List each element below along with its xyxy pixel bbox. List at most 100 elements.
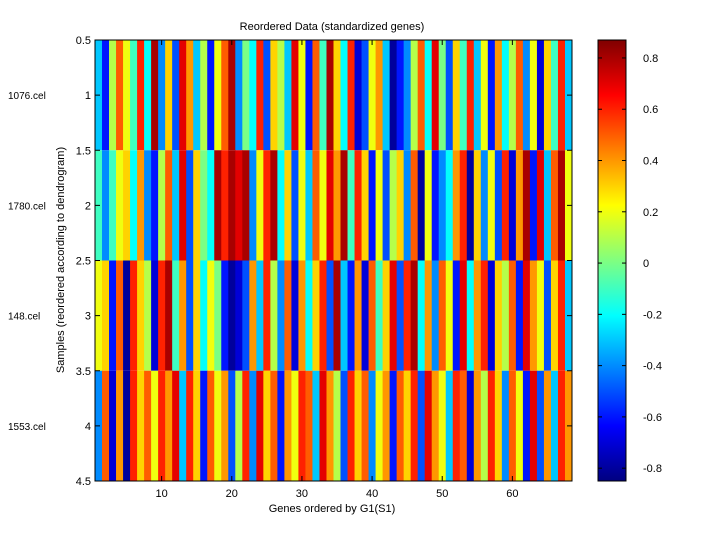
heatmap-cell [424, 370, 433, 481]
heatmap-cell [249, 40, 257, 151]
heatmap-cell [466, 370, 475, 481]
colorbar-tick-label: -0.2 [643, 309, 662, 321]
heatmap-cell [347, 370, 355, 481]
y-tick-label: 3 [85, 311, 91, 323]
row-label: 1553.cel [8, 422, 46, 433]
heatmap-cell [151, 370, 159, 481]
heatmap-cell [179, 150, 187, 261]
heatmap-cell [459, 370, 468, 481]
x-tick-label: 40 [366, 488, 378, 500]
heatmap-cell [333, 370, 341, 481]
heatmap-cell [130, 150, 138, 261]
heatmap-cell [137, 370, 145, 481]
heatmap-cell [459, 40, 468, 151]
heatmap-cell [410, 370, 419, 481]
heatmap-cell [277, 370, 285, 481]
heatmap-cell [438, 150, 447, 261]
y-tick-label: 3.5 [76, 366, 91, 378]
heatmap-cell [382, 150, 391, 261]
heatmap-cell [193, 150, 201, 261]
heatmap-cell [123, 150, 131, 261]
heatmap-cell [151, 40, 159, 151]
heatmap-cell [354, 370, 362, 481]
heatmap-cell [319, 260, 327, 371]
heatmap-cell [466, 260, 475, 371]
heatmap-cell [116, 260, 124, 371]
colorbar-tick-label: -0.4 [643, 361, 662, 373]
heatmap-cell [424, 40, 433, 151]
row-label: 1780.cel [8, 201, 46, 212]
y-tick-label: 1 [85, 90, 91, 102]
heatmap-cell [291, 260, 299, 371]
heatmap-cell [529, 40, 538, 151]
heatmap-cell [487, 260, 496, 371]
heatmap-cell [459, 150, 468, 261]
heatmap-cell [270, 40, 278, 151]
heatmap-cell [361, 260, 369, 371]
heatmap-cell [508, 260, 517, 371]
axes: 10 20 30 40 50 60 0.5 1 1.5 2 2.5 3 3.5 4 4.5 [76, 35, 573, 500]
heatmap-cell [522, 150, 531, 261]
heatmap-cell [186, 370, 194, 481]
heatmap-cell [326, 40, 334, 151]
y-tick-label: 4.5 [76, 476, 91, 488]
heatmap-cell [158, 40, 166, 151]
heatmap-cell [102, 260, 110, 371]
heatmap-cell [508, 40, 517, 151]
row-labels: 1076.cel 1780.cel 148.cel 1553.cel [8, 91, 46, 433]
heatmap-cell [494, 40, 503, 151]
heatmap-cell [207, 150, 215, 261]
heatmap-cell [305, 260, 313, 371]
heatmap-cell [172, 370, 180, 481]
heatmap-cell [284, 150, 292, 261]
heatmap-cell [368, 150, 376, 261]
heatmap-cell [270, 260, 278, 371]
heatmap-cell [305, 150, 313, 261]
heatmap-cell [550, 40, 559, 151]
heatmap-cell [515, 40, 524, 151]
heatmap-cell [361, 40, 369, 151]
heatmap-cell [144, 40, 152, 151]
heatmap-cell [494, 260, 503, 371]
heatmap-cell [536, 40, 545, 151]
heatmap-cell [326, 150, 334, 261]
heatmap-cell [137, 260, 145, 371]
heatmap-cell [256, 40, 264, 151]
heatmap-cell [221, 40, 229, 151]
heatmap-cell [333, 40, 341, 151]
heatmap-cell [529, 150, 538, 261]
y-tick-label: 0.5 [76, 35, 91, 47]
colorbar-tick-label: 0.2 [643, 207, 658, 219]
heatmap-cell [382, 370, 391, 481]
heatmap-cell [347, 150, 355, 261]
heatmap-cell [165, 260, 173, 371]
heatmap-cell [389, 150, 398, 261]
heatmap-cell [431, 370, 440, 481]
heatmap-cell [466, 40, 475, 151]
heatmap-cell [158, 260, 166, 371]
heatmap-cell [214, 150, 222, 261]
heatmap-cell [480, 370, 489, 481]
heatmap-cell [347, 260, 355, 371]
heatmap-cell [207, 370, 215, 481]
heatmap-cell [179, 40, 187, 151]
heatmap-cell [494, 150, 503, 261]
colorbar-tick-label: 0 [643, 258, 649, 270]
heatmap-cell [396, 260, 405, 371]
heatmap-cell [417, 370, 426, 481]
heatmap-cell [144, 150, 152, 261]
heatmap-cell [228, 370, 236, 481]
heatmap-cell [298, 40, 306, 151]
heatmap-cell [319, 370, 327, 481]
heatmap-cell [557, 150, 566, 261]
heatmap-cell [375, 260, 383, 371]
heatmap-cell [543, 370, 552, 481]
heatmap-cell [102, 150, 110, 261]
heatmap-cell [172, 260, 180, 371]
heatmap-cell [375, 150, 383, 261]
y-axis-label: Samples (reordered according to dendrogr… [55, 147, 67, 373]
heatmap-cell [501, 260, 510, 371]
heatmap-cell [326, 260, 334, 371]
x-tick-label: 10 [156, 488, 168, 500]
row-label: 148.cel [8, 312, 40, 323]
